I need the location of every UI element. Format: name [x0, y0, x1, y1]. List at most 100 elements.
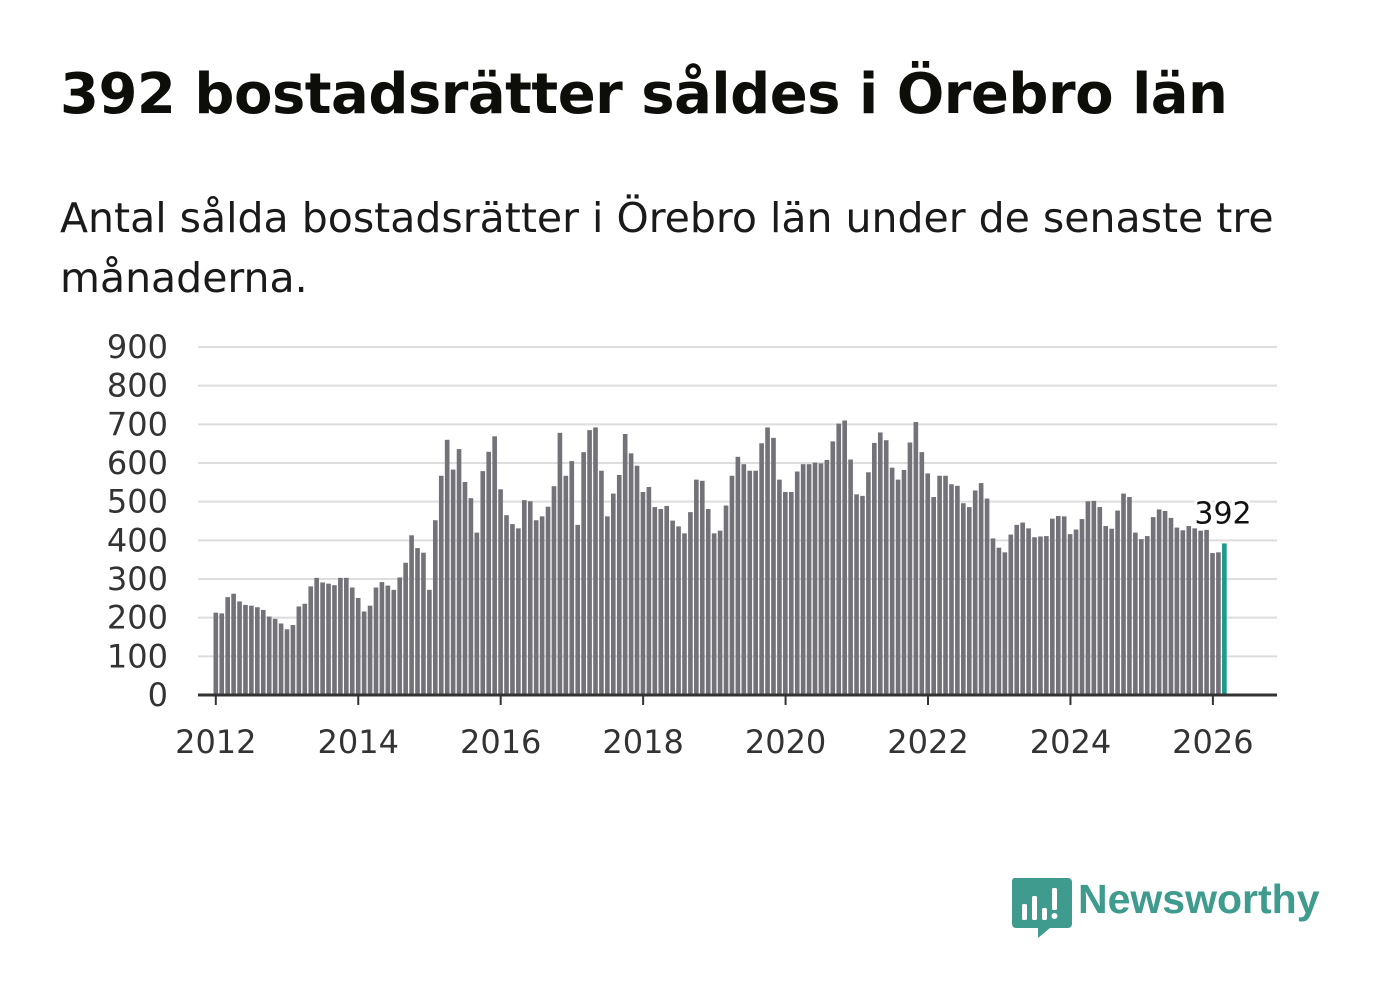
- bar: [462, 481, 468, 695]
- bar: [978, 483, 984, 695]
- bar: [599, 470, 604, 695]
- bar: [527, 501, 533, 695]
- bar: [409, 535, 414, 695]
- bar: [705, 509, 711, 695]
- bar: [1198, 530, 1203, 695]
- bar: [338, 577, 343, 695]
- bar: [1109, 528, 1114, 695]
- bar: [1055, 515, 1061, 695]
- bar: [735, 456, 741, 695]
- bar: [848, 459, 853, 695]
- bar: [290, 625, 296, 695]
- bar: [492, 436, 497, 695]
- bar: [1061, 516, 1067, 695]
- x-tick-label: 2018: [602, 723, 683, 761]
- chart-title: 392 bostadsrätter såldes i Örebro län: [60, 62, 1228, 127]
- x-tick-label: 2014: [318, 723, 399, 761]
- bar: [622, 434, 628, 695]
- bar: [260, 609, 266, 695]
- bar: [255, 607, 260, 695]
- bar: [1144, 536, 1150, 695]
- bar: [373, 587, 379, 695]
- bar: [723, 505, 729, 695]
- y-tick-label: 400: [107, 521, 168, 559]
- bar: [308, 586, 314, 695]
- bar: [883, 440, 889, 695]
- x-tick-label: 2026: [1172, 723, 1253, 761]
- bar: [533, 520, 539, 695]
- bar: [278, 623, 284, 695]
- bar: [919, 452, 925, 695]
- bar: [640, 492, 646, 695]
- bar: [569, 461, 575, 695]
- bar: [1156, 509, 1162, 695]
- bar: [937, 475, 942, 695]
- bar: [1026, 528, 1031, 695]
- bar: [421, 552, 426, 695]
- chart-bubble-icon: [1011, 878, 1072, 938]
- bar: [925, 473, 931, 695]
- bar: [403, 562, 408, 695]
- bar: [842, 420, 847, 695]
- bar: [634, 465, 640, 695]
- bar: [1002, 552, 1008, 695]
- bar: [949, 484, 954, 695]
- bar: [1008, 534, 1014, 695]
- bar: [1085, 501, 1091, 695]
- bar: [670, 520, 675, 695]
- bar: [332, 585, 337, 695]
- bar: [646, 486, 652, 695]
- bar: [610, 493, 616, 695]
- bar: [1038, 536, 1043, 695]
- bar: [783, 492, 788, 695]
- bar: [1139, 539, 1144, 695]
- bar: [593, 427, 598, 695]
- bar: [302, 603, 308, 695]
- bar: [397, 577, 403, 695]
- bar: [664, 505, 670, 695]
- bar: [379, 582, 385, 695]
- bar: [551, 486, 557, 695]
- bar: [806, 464, 812, 695]
- bar: [1020, 522, 1025, 695]
- bar: [753, 470, 758, 695]
- bar: [895, 479, 901, 695]
- bar: [367, 605, 373, 695]
- bar: [771, 437, 776, 695]
- bar: [872, 442, 877, 695]
- bar: [1050, 518, 1055, 695]
- bar: [344, 577, 349, 695]
- bar: [575, 524, 581, 695]
- bar: [996, 547, 1002, 695]
- bar: [741, 464, 747, 695]
- bar: [539, 516, 545, 695]
- bar: [1210, 553, 1215, 695]
- bar: [1180, 530, 1186, 695]
- bar: [521, 500, 527, 695]
- bar: [628, 453, 634, 695]
- bar: [219, 613, 225, 695]
- bar: [889, 467, 895, 695]
- bar: [931, 497, 936, 695]
- bar: [326, 583, 331, 695]
- bar: [266, 616, 272, 695]
- bar: [415, 548, 420, 695]
- x-tick-label: 2020: [745, 723, 826, 761]
- bar: [587, 430, 592, 695]
- bar: [480, 471, 486, 695]
- bar: [581, 452, 586, 695]
- bar: [854, 494, 859, 695]
- bar: [682, 533, 687, 695]
- bar: [1168, 517, 1174, 695]
- bar: [498, 489, 503, 695]
- bar: [711, 533, 717, 695]
- bar: [314, 577, 319, 695]
- bar: [907, 442, 913, 695]
- last-value-label: 392: [1194, 496, 1251, 531]
- bar: [830, 441, 836, 695]
- y-tick-label: 200: [107, 599, 168, 637]
- bar: [966, 507, 972, 695]
- bar: [794, 471, 800, 695]
- bar: [456, 449, 462, 695]
- bar: [510, 524, 515, 695]
